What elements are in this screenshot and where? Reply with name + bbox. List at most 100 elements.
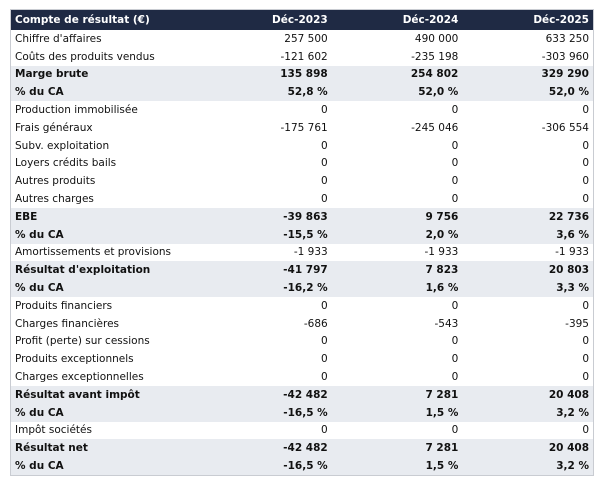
table-row: Marge brute 135 898 254 802 329 290 [11,65,593,84]
row-label: Loyers crédits bails [15,157,117,170]
value-cell: 22 736 [462,207,593,226]
value-cell: -42 482 [201,439,332,458]
value-cell: -1 933 [293,246,328,259]
value-cell: 0 [451,299,459,312]
value-cell: 20 408 [462,385,593,404]
row-label: Charges exceptionnelles [15,371,144,384]
row-label: Marge brute [11,65,202,84]
value-cell: 0 [321,193,328,206]
value-cell: 0 [451,424,459,437]
value-cell: -303 960 [541,50,589,63]
value-cell: 3,2 % [462,403,593,422]
row-label: Chiffre d'affaires [15,32,102,45]
table-row: Résultat avant impôt -42 482 7 281 20 408 [11,385,593,404]
value-cell: -235 198 [411,50,459,63]
value-cell: 2,0 % [331,225,463,244]
table-row: Autres charges 0 0 0 [11,190,593,208]
table-row: Résultat net -42 482 7 281 20 408 [11,439,593,458]
value-cell: 7 823 [331,261,463,280]
table-row: Résultat d'exploitation -41 797 7 823 20 80… [11,261,593,280]
value-cell: -16,5 % [201,403,332,422]
value-cell: 135 898 [201,65,332,84]
value-cell: 0 [582,175,589,188]
table-row: % du CA -16,5 % 1,5 % 3,2 % [11,457,593,475]
value-cell: 0 [582,299,589,312]
row-label: % du CA [11,83,202,102]
value-cell: 0 [582,424,589,437]
value-cell: -16,5 % [201,457,332,475]
row-label: Résultat avant impôt [11,385,202,404]
value-cell: -245 046 [411,121,459,134]
value-cell: -16,2 % [201,279,332,297]
value-cell: -175 761 [280,121,328,134]
value-cell: 0 [451,157,459,170]
table-row: Coûts des produits vendus -121 602 -235 19… [11,48,593,66]
value-cell: -306 554 [541,121,589,134]
value-cell: 0 [321,353,328,366]
value-cell: -42 482 [201,385,332,404]
value-cell: 52,0 % [462,83,593,102]
table-row: Charges financières -686 -543 -395 [11,315,593,333]
value-cell: 52,8 % [201,83,332,102]
value-cell: 0 [321,371,328,384]
value-cell: 0 [582,335,589,348]
value-cell: 0 [451,335,459,348]
header-cell: Déc-2023 [201,10,332,30]
value-cell: 257 500 [284,32,328,45]
table-row: Autres produits 0 0 0 [11,172,593,190]
value-cell: 633 250 [545,32,589,45]
value-cell: 0 [582,139,589,152]
value-cell: 0 [321,175,328,188]
value-cell: 0 [582,193,589,206]
row-label: % du CA [11,225,202,244]
value-cell: 0 [321,424,328,437]
value-cell: 52,0 % [331,83,463,102]
table-row: Loyers crédits bails 0 0 0 [11,155,593,173]
table-row: Production immobilisée 0 0 0 [11,101,593,119]
value-cell: 20 408 [462,439,593,458]
value-cell: -686 [303,317,328,330]
table-row: % du CA -16,5 % 1,5 % 3,2 % [11,403,593,422]
table-row: % du CA 52,8 % 52,0 % 52,0 % [11,83,593,102]
table-frame: Compte de résultat (€) Déc-2023 Déc-2024 Dé… [10,9,594,476]
value-cell: -1 933 [555,246,589,259]
row-label: % du CA [11,403,202,422]
value-cell: -15,5 % [201,225,332,244]
row-label: Charges financières [15,317,120,330]
table-row: % du CA -15,5 % 2,0 % 3,6 % [11,225,593,244]
table-row: Amortissements et provisions -1 933 -1 933… [11,244,593,262]
row-label: EBE [11,207,202,226]
value-cell: 0 [321,299,328,312]
table-row: % du CA -16,2 % 1,6 % 3,3 % [11,279,593,297]
value-cell: 3,2 % [462,457,593,475]
value-cell: 1,5 % [331,457,463,475]
value-cell: 0 [451,193,459,206]
value-cell: -41 797 [201,261,332,280]
value-cell: 0 [582,157,589,170]
table-row: Frais généraux -175 761 -245 046 -306 554 [11,119,593,137]
row-label: Résultat d'exploitation [11,261,202,280]
row-label: Profit (perte) sur cessions [15,335,150,348]
value-cell: -39 863 [201,207,332,226]
table-row: Impôt sociétés 0 0 0 [11,422,593,440]
value-cell: 20 803 [462,261,593,280]
row-label: Subv. exploitation [15,139,110,152]
header-cell: Compte de résultat (€) [11,10,202,30]
table-body: Chiffre d'affaires 257 500 490 000 633 250 C… [11,30,593,475]
value-cell: -1 933 [424,246,459,259]
value-cell: -121 602 [280,50,328,63]
row-label: Produits exceptionnels [15,353,134,366]
header-cell: Déc-2025 [462,10,593,30]
income-table: Compte de résultat (€) Déc-2023 Déc-2024 Dé… [11,10,593,475]
row-label: Coûts des produits vendus [15,50,155,63]
row-label: Amortissements et provisions [15,246,172,259]
row-label: Autres charges [15,193,94,206]
value-cell: 3,6 % [462,225,593,244]
row-label: Produits financiers [15,299,113,312]
value-cell: 254 802 [331,65,463,84]
table-row: Charges exceptionnelles 0 0 0 [11,368,593,386]
row-label: Impôt sociétés [15,424,92,437]
table-row: Profit (perte) sur cessions 0 0 0 [11,333,593,351]
value-cell: 0 [321,157,328,170]
